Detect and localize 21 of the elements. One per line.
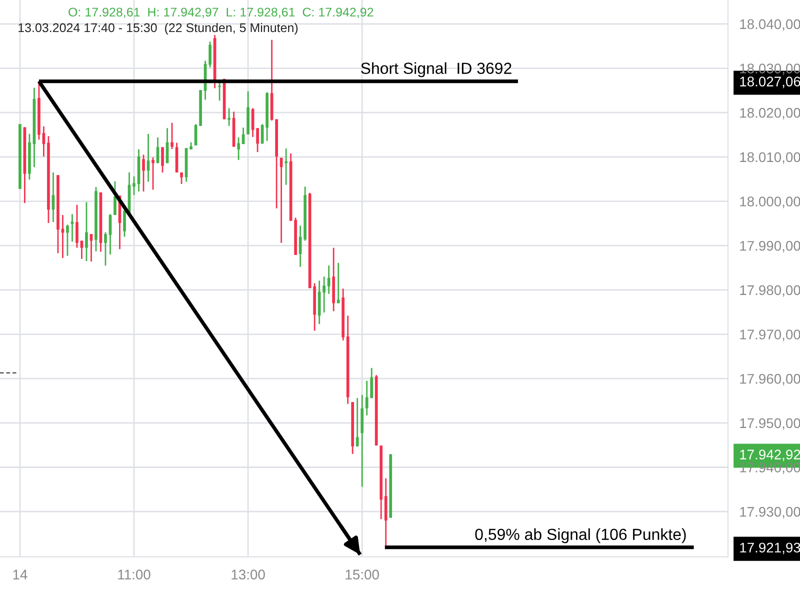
y-tick-label: 17.930,00	[740, 506, 800, 518]
annotation: 0,59% ab Signal (106 Punkte)	[475, 528, 686, 544]
y-tick-label: 17.950,00	[740, 418, 800, 430]
x-tick-label: 15:00	[346, 570, 379, 580]
y-tick-label: 17.960,00	[740, 374, 800, 386]
y-tick-label: 17.980,00	[740, 285, 800, 297]
text: O: 17.928,61 H: 17.942,97 L: 17.928,61 C: 17.942,92	[68, 8, 374, 18]
y-tick-label: 17.990,00	[740, 240, 800, 252]
y-tick-label: 17.970,00	[740, 330, 800, 342]
y-tick-label: 18.000,00	[740, 196, 800, 208]
y-tick-label: 18.010,00	[740, 152, 800, 164]
y-tick-label: 18.020,00	[740, 108, 800, 120]
x-tick-label: 13:00	[232, 570, 265, 580]
x-tick-label: 14	[13, 570, 28, 580]
y-tick-label: 18.040,00	[740, 19, 800, 31]
y-tick-label: 17.921,93	[740, 542, 800, 554]
y-tick-label: 18.027,06	[740, 76, 800, 88]
y-tick-label: 17.942,92	[740, 450, 800, 462]
x-tick-label: 11:00	[118, 570, 150, 580]
text: 13.03.2024 17:40 - 15:30 (22 Stunden, 5 Minuten)	[18, 22, 298, 35]
annotation: Short Signal ID 3692	[361, 62, 512, 78]
